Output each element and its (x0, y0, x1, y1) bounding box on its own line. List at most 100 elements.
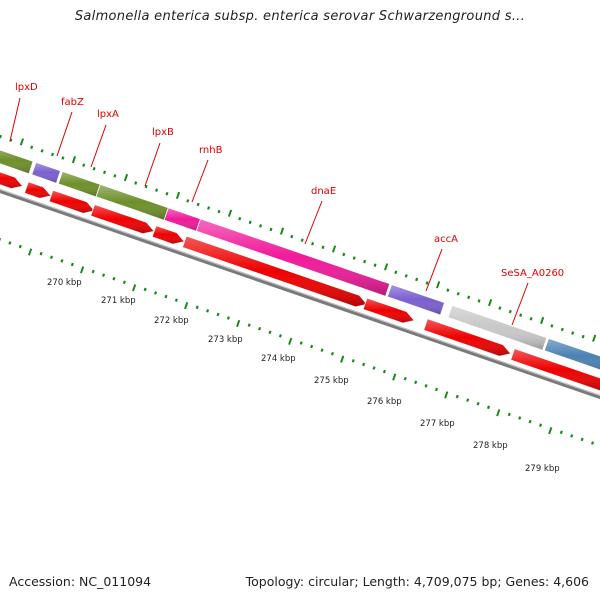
inner-tick (434, 387, 439, 392)
inner-tick (122, 280, 126, 285)
inner-tick (476, 401, 480, 406)
outer-tick (92, 166, 96, 171)
inner-tick (466, 398, 470, 402)
gene-feature-shade (544, 338, 600, 370)
outer-tick (227, 209, 233, 217)
label-leader (191, 159, 209, 203)
gene-feature-shade (58, 171, 101, 197)
inner-tick (184, 301, 189, 310)
inner-tick (351, 359, 355, 363)
inner-tick (60, 259, 64, 263)
inner-tick (132, 284, 137, 292)
inner-tick-track (0, 238, 595, 445)
inner-tick (143, 287, 147, 292)
outer-tick (508, 309, 512, 314)
outer-tick (498, 306, 502, 310)
label-leader (90, 124, 107, 168)
cds-arrow-shade (423, 318, 511, 357)
cds-arrow-shade (0, 172, 23, 189)
outer-tick (186, 199, 190, 203)
kbp-label: 273 kbp (208, 335, 243, 345)
outer-tick (113, 174, 117, 178)
inner-tick (382, 369, 386, 374)
inner-tick (91, 269, 95, 274)
inner-tick (486, 405, 491, 410)
gene-label: dnaE (311, 186, 336, 197)
inner-tick (268, 330, 272, 335)
outer-tick (217, 209, 221, 214)
outer-tick (40, 149, 44, 153)
inner-tick (538, 423, 543, 427)
inner-tick (206, 309, 210, 313)
outer-tick (238, 216, 242, 221)
outer-tick (259, 224, 263, 228)
gene-track (0, 149, 600, 371)
outer-tick (30, 145, 34, 150)
inner-tick (528, 419, 532, 424)
inner-tick (154, 291, 158, 295)
outer-tick (82, 163, 86, 167)
gene-feature-shade (196, 218, 390, 297)
inner-tick (8, 241, 12, 245)
outer-tick (269, 227, 273, 232)
backbone-line (0, 188, 600, 400)
outer-tick (9, 138, 13, 142)
inner-tick (455, 394, 459, 399)
outer-tick (415, 277, 419, 282)
gene-label: lpxB (152, 127, 174, 138)
inner-tick (258, 326, 262, 331)
cds-arrow-shade (24, 181, 52, 199)
kbp-label: 279 kbp (525, 464, 560, 474)
outer-tick (321, 245, 325, 250)
cds-arrow-shade (49, 190, 95, 214)
outer-tick (207, 206, 211, 210)
inner-tick (27, 248, 33, 256)
gene-label: accA (434, 234, 458, 245)
inner-tick (247, 323, 251, 327)
inner-tick (580, 437, 584, 442)
outer-tick (560, 327, 564, 332)
outer-tick (279, 227, 285, 235)
gene-label: fabZ (61, 97, 84, 108)
kbp-label: 275 kbp (314, 376, 349, 386)
outer-tick (61, 156, 65, 160)
outer-tick (383, 263, 389, 271)
label-leader (511, 282, 529, 326)
gene-feature-shade (0, 150, 34, 174)
outer-tick (50, 152, 55, 157)
inner-tick (591, 441, 595, 445)
inner-tick (50, 255, 54, 260)
label-leader (425, 248, 443, 292)
map-title: Salmonella enterica subsp. enterica sero… (74, 9, 526, 24)
backbone-highlight (0, 188, 600, 397)
outer-tick (488, 298, 493, 307)
outer-tick (165, 191, 169, 196)
gene-feature-shade (164, 207, 201, 232)
label-leader (56, 111, 73, 157)
outer-tick (123, 173, 129, 182)
outer-tick (540, 316, 545, 325)
kbp-label: 276 kbp (367, 397, 402, 407)
inner-tick (518, 416, 522, 420)
outer-tick (394, 270, 398, 275)
kbp-label: 278 kbp (473, 441, 508, 451)
label-leader (304, 200, 323, 245)
inner-tick (570, 434, 574, 438)
gene-feature-shade (447, 305, 547, 350)
outer-tick (331, 245, 337, 253)
inner-tick (39, 251, 43, 256)
gene-label: lpxD (15, 82, 38, 93)
kbp-label: 277 kbp (420, 419, 455, 429)
topology-text: Topology: circular; Length: 4,709,075 bp… (245, 574, 589, 589)
outer-tick (363, 259, 367, 264)
cds-arrow-shade (152, 225, 185, 245)
inner-tick (496, 409, 501, 417)
outer-tick (477, 299, 481, 303)
inner-tick (288, 337, 293, 345)
outer-tick (352, 256, 356, 260)
inner-tick (18, 244, 22, 249)
kbp-labels: 270 kbp 271 kbp 272 kbp 273 kbp 274 kbp 275 k… (47, 278, 560, 474)
inner-tick (195, 305, 199, 310)
cds-arrow-shade (510, 348, 600, 391)
